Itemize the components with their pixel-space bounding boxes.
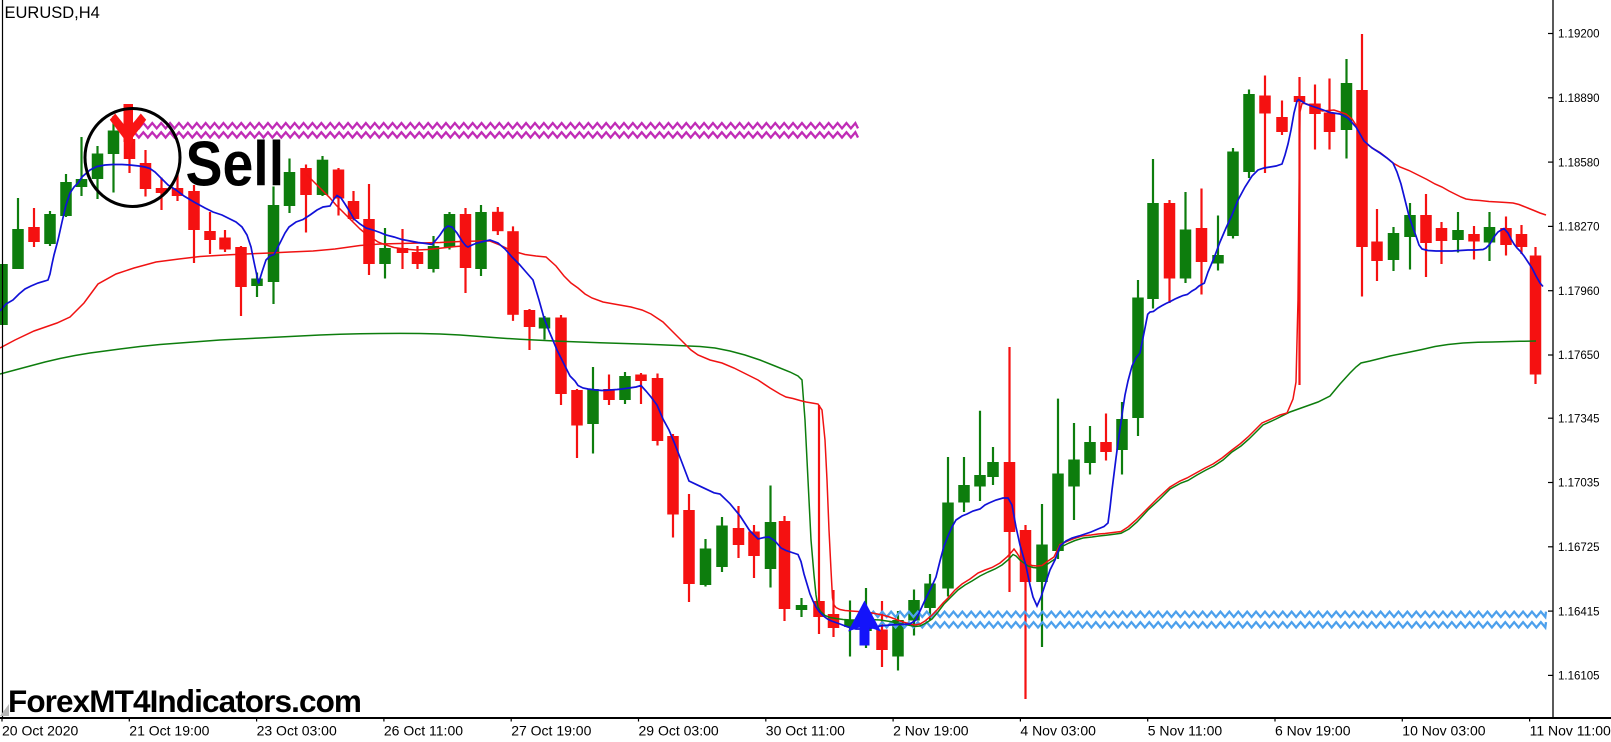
svg-text:1.18890: 1.18890 [1558, 93, 1600, 105]
svg-text:1.18270: 1.18270 [1558, 222, 1600, 234]
svg-text:4 Nov 03:00: 4 Nov 03:00 [1020, 723, 1096, 739]
svg-text:1.17650: 1.17650 [1558, 350, 1600, 362]
svg-text:1.16725: 1.16725 [1558, 542, 1600, 554]
svg-text:27 Oct 19:00: 27 Oct 19:00 [511, 723, 591, 739]
svg-text:ForexMT4Indicators.com: ForexMT4Indicators.com [8, 683, 361, 719]
svg-text:1.19200: 1.19200 [1558, 29, 1600, 41]
svg-text:10 Nov 03:00: 10 Nov 03:00 [1402, 723, 1485, 739]
svg-text:29 Oct 03:00: 29 Oct 03:00 [639, 723, 719, 739]
svg-text:1.17035: 1.17035 [1558, 478, 1600, 490]
svg-text:23 Oct 03:00: 23 Oct 03:00 [257, 723, 337, 739]
svg-text:1.17345: 1.17345 [1558, 413, 1600, 425]
svg-text:20 Oct 2020: 20 Oct 2020 [2, 723, 78, 739]
svg-text:1.18580: 1.18580 [1558, 157, 1600, 169]
svg-text:1.17960: 1.17960 [1558, 286, 1600, 298]
svg-text:Sell: Sell [186, 128, 285, 199]
svg-text:5 Nov 11:00: 5 Nov 11:00 [1148, 723, 1223, 739]
svg-text:EURUSD,H4: EURUSD,H4 [5, 4, 100, 22]
svg-text:6 Nov 19:00: 6 Nov 19:00 [1275, 723, 1351, 739]
svg-text:21 Oct 19:00: 21 Oct 19:00 [129, 723, 209, 739]
svg-text:30 Oct 11:00: 30 Oct 11:00 [766, 723, 845, 739]
svg-text:1.16415: 1.16415 [1558, 606, 1600, 618]
svg-text:2 Nov 19:00: 2 Nov 19:00 [893, 723, 969, 739]
svg-text:1.16105: 1.16105 [1558, 671, 1600, 683]
svg-text:11 Nov 11:00: 11 Nov 11:00 [1530, 723, 1611, 739]
svg-text:26 Oct 11:00: 26 Oct 11:00 [384, 723, 463, 739]
